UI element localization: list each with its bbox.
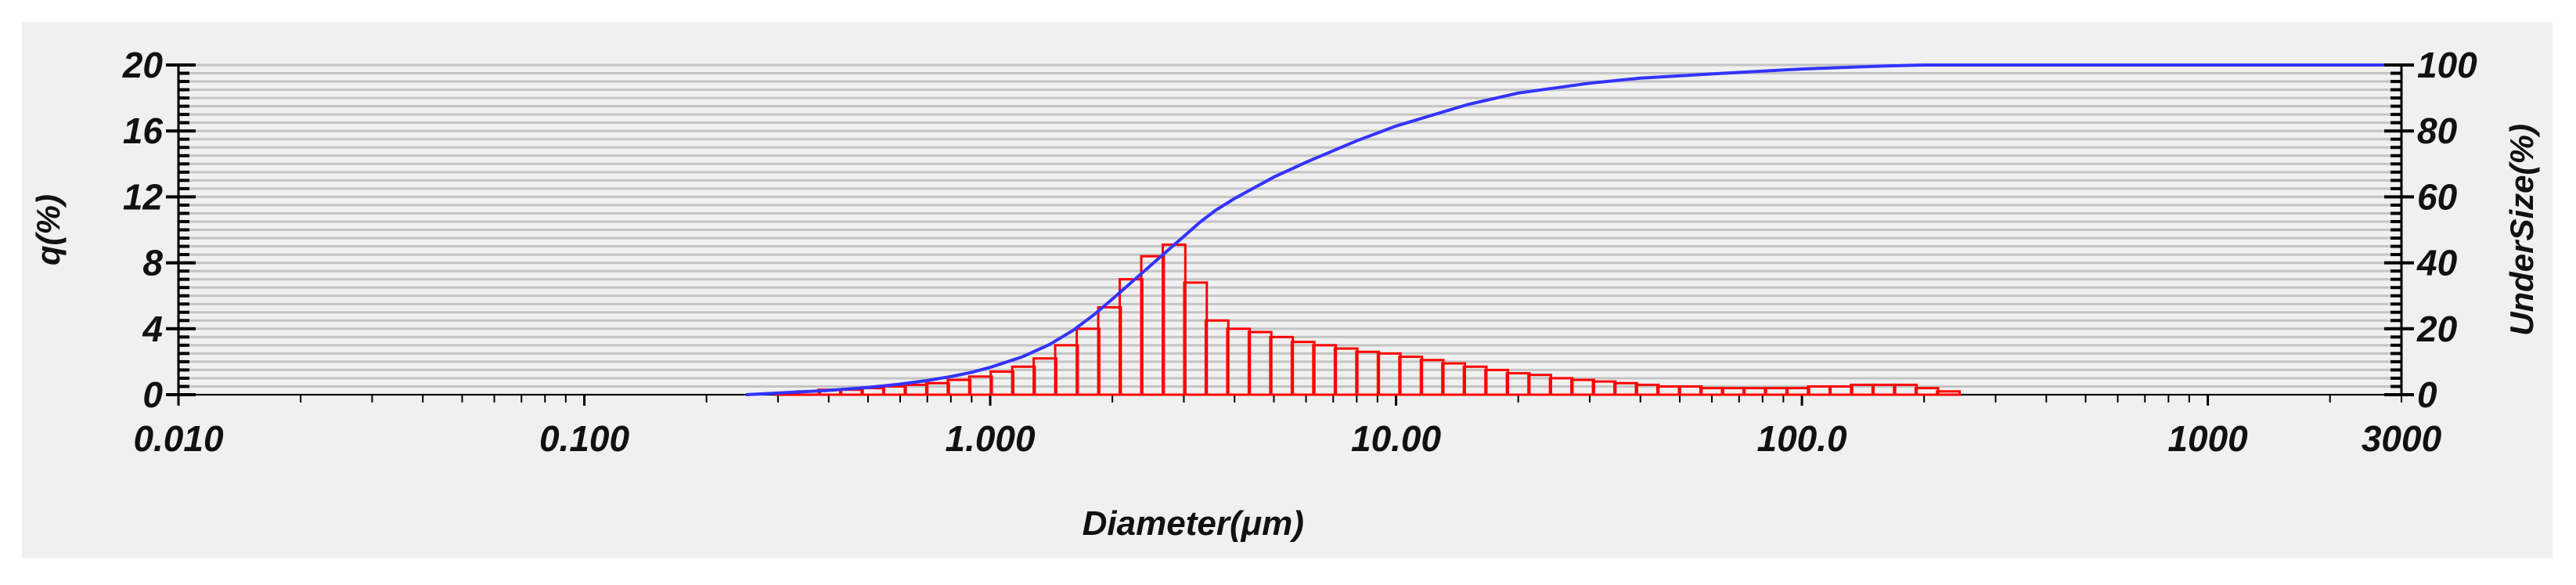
q-bar <box>1204 319 1230 396</box>
q-bar <box>1505 372 1531 396</box>
q-bar <box>1484 368 1509 396</box>
q-bar <box>1785 387 1810 396</box>
y2-axis-title: UnderSize(%) <box>2503 124 2540 336</box>
q-bar <box>1376 352 1402 396</box>
q-bar <box>1333 347 1359 396</box>
x-axis-ticks <box>177 394 2402 406</box>
y2-tick-label: 100 <box>2417 45 2477 85</box>
y-tick-label: 20 <box>122 45 164 85</box>
x-axis-labels: 0.010 0.100 1.000 10.00 100.0 1000 3000 <box>133 418 2441 459</box>
undersize-curve <box>745 63 2401 396</box>
q-bar <box>989 370 1015 396</box>
chart-panel: 0 4 8 12 16 20 0 20 40 60 80 100 0.010 0.100 1.000 10… <box>22 22 2553 558</box>
undersize-line <box>745 63 2401 396</box>
q-bar <box>1914 387 1940 396</box>
y2-tick-label: 60 <box>2417 176 2458 217</box>
q-bar <box>1656 385 1681 396</box>
x-tick-label: 1.000 <box>945 418 1036 459</box>
q-bar <box>1591 380 1617 396</box>
q-bar <box>1720 387 1746 396</box>
y2-tick-label: 20 <box>2416 309 2458 349</box>
left-y-axis: 0 4 8 12 16 20 <box>122 45 196 415</box>
q-bar <box>1613 381 1638 396</box>
x-tick-label: 1000 <box>2167 418 2248 459</box>
x-tick-label: 100.0 <box>1757 418 1848 459</box>
y-tick-label: 0 <box>142 374 163 415</box>
y2-tick-label: 40 <box>2416 243 2458 283</box>
q-bars <box>774 243 1962 396</box>
q-bar <box>924 381 950 396</box>
x-tick-label: 3000 <box>2362 418 2442 459</box>
y-tick-label: 12 <box>123 176 164 217</box>
q-bar <box>1764 387 1789 396</box>
q-bar <box>1742 387 1767 396</box>
grid <box>178 63 2401 396</box>
x-tick-label: 0.010 <box>133 418 224 459</box>
q-bar <box>1828 385 1854 396</box>
right-y-axis: 0 20 40 60 80 100 <box>2384 45 2477 415</box>
q-bar <box>1032 357 1057 396</box>
q-bar <box>1677 385 1703 396</box>
particle-size-chart: 0 4 8 12 16 20 0 20 40 60 80 100 0.010 0.100 1.000 10… <box>30 45 2540 543</box>
y2-tick-label: 80 <box>2417 110 2458 151</box>
q-bar <box>1699 387 1724 396</box>
y-tick-label: 16 <box>123 110 164 151</box>
q-bar <box>1936 390 1962 396</box>
q-bar <box>1807 385 1832 396</box>
q-bar <box>1355 350 1381 396</box>
q-bar <box>1140 255 1166 396</box>
x-tick-label: 0.100 <box>539 418 630 459</box>
y-tick-label: 8 <box>142 243 163 283</box>
x-axis-title: Diameter(μm) <box>1083 504 1304 543</box>
q-bar <box>881 385 907 396</box>
y-tick-label: 4 <box>142 309 163 349</box>
y-axis-title: q(%) <box>30 194 67 265</box>
y2-tick-label: 0 <box>2417 374 2437 415</box>
x-tick-label: 10.00 <box>1351 418 1442 459</box>
